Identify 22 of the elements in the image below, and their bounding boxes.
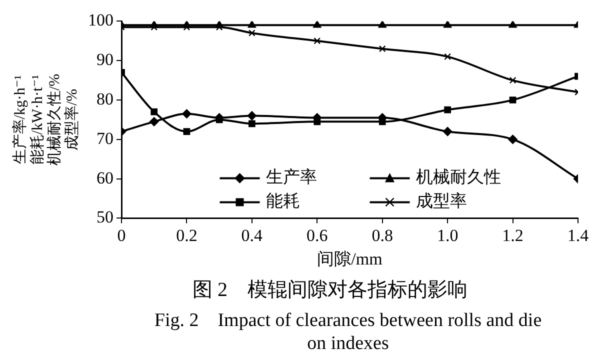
x-tick-label: 1.2: [502, 226, 524, 245]
x-tick-label: 0: [117, 226, 126, 245]
text: 图 2 模辊间隙对各指标的影响: [192, 278, 468, 303]
x-tick-label: 0.8: [372, 226, 393, 245]
x-axis-title: 间隙/mm: [317, 249, 382, 268]
x-tick-label: 1.0: [436, 226, 458, 245]
x-tick-label: 1.4: [567, 226, 590, 245]
y-tick-label: 60: [96, 168, 114, 188]
legend-label: 成型率: [416, 192, 467, 211]
y-tick-label: 100: [88, 10, 114, 30]
legend-label: 机械耐久性: [416, 168, 501, 187]
x-tick-label: 0.2: [176, 226, 198, 245]
y-tick-label: 70: [96, 128, 114, 148]
y-tick-label: 80: [96, 89, 114, 108]
y-tick-label: 50: [96, 208, 114, 227]
text: Fig. 2 Impact of clearances between rolls and die on indexes: [153, 309, 543, 355]
x-tick-label: 0.6: [306, 226, 328, 245]
legend-label: 生产率: [266, 168, 317, 187]
y-tick-label: 90: [96, 50, 114, 70]
x-tick-label: 0.4: [241, 226, 264, 245]
legend-label: 能耗: [266, 192, 300, 211]
y-axis-title: 生产率/kg·h⁻¹ 能耗/kW·h·t⁻¹ 机械耐久性/% 成型率/%: [12, 74, 80, 166]
